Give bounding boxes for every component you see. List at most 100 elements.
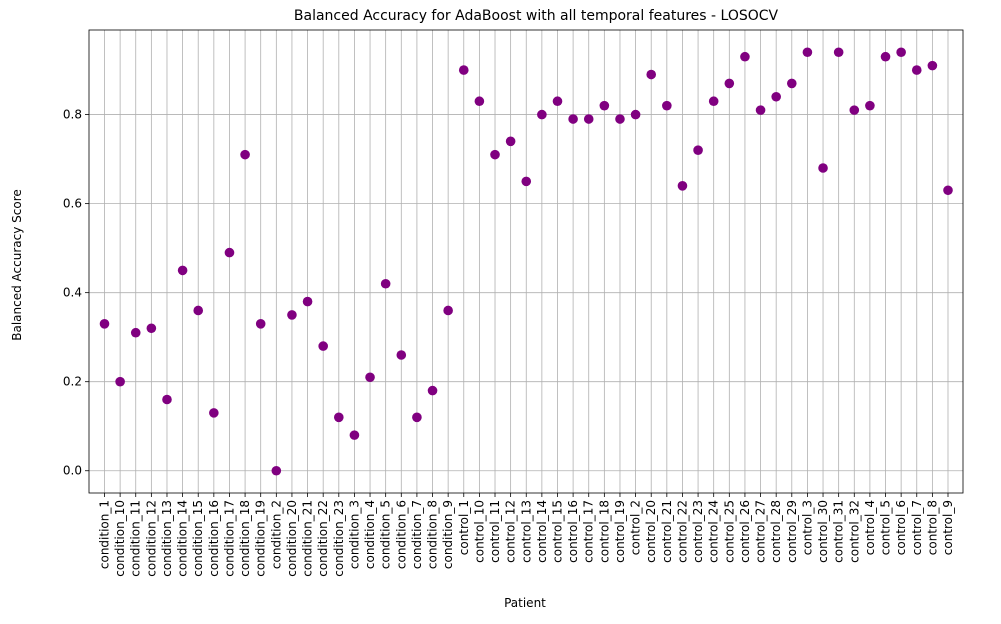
data-point [427,385,438,396]
x-tick-label: condition_17 [222,500,236,577]
data-point [115,376,125,387]
data-point [833,47,844,58]
x-tick-label: control_11 [488,500,502,563]
x-tick-label: condition_12 [144,500,158,577]
x-tick-label: control_10 [472,500,486,563]
x-tick-label: condition_2 [269,500,283,569]
data-points [99,47,953,476]
x-tick-label: condition_22 [316,500,330,577]
data-point [943,185,953,196]
data-point [646,69,657,80]
data-point [412,412,422,423]
y-tick-label: 0.2 [63,375,82,389]
x-tick-label: control_30 [816,500,830,563]
x-tick-label: condition_7 [410,500,424,569]
x-tick-label: control_13 [519,500,533,563]
data-point [318,341,328,351]
data-point [349,430,360,440]
data-point [662,100,672,111]
x-tick-label: condition_3 [347,500,361,569]
x-tick-label: control_27 [754,500,768,563]
data-point [755,105,766,115]
data-point [162,394,172,405]
x-tick-label: control_22 [675,500,689,563]
x-tick-label: control_4 [863,500,877,555]
data-point [302,296,313,307]
data-point [474,96,485,107]
data-point [255,319,266,329]
x-tick-label: control_15 [550,500,564,563]
data-point [927,60,938,71]
x-tick-label: control_24 [707,500,721,563]
x-tick-label: condition_1 [98,500,112,569]
data-point [552,96,563,107]
data-point [521,176,532,187]
data-point [599,100,610,111]
data-point [583,114,594,124]
data-point [458,65,469,75]
x-tick-label: condition_14 [176,500,190,577]
x-tick-label: control_9 [941,500,955,555]
x-tick-label: control_28 [769,500,783,563]
x-tick-label: control_23 [691,500,705,563]
data-point [911,65,922,75]
x-tick-label: control_31 [832,500,846,563]
x-tick-label: condition_18 [238,500,252,577]
data-point [708,96,719,107]
data-point [365,372,375,383]
x-tick-label: control_6 [894,500,908,555]
data-point [896,47,906,58]
data-point [630,109,641,120]
x-tick-label: condition_15 [191,500,205,577]
x-tick-label: control_29 [785,500,799,563]
data-point [146,323,157,334]
data-point [786,78,797,89]
x-tick-label: control_14 [535,500,549,563]
y-axis-label: Balanced Accuracy Score [10,189,24,341]
x-tick-label: control_8 [925,500,939,555]
data-point [209,408,219,418]
x-tick-label: control_26 [738,500,752,563]
data-point [615,114,625,124]
data-point [865,100,875,111]
y-tick-label: 0.6 [63,197,82,211]
x-tick-label: condition_19 [254,500,268,577]
data-point [802,47,813,58]
plot-frame [88,29,964,494]
data-point [693,145,703,156]
x-tick-label: condition_8 [426,500,440,569]
data-point [740,51,750,62]
data-point [880,51,891,62]
x-tick-label: condition_13 [160,500,174,577]
x-tick-label: condition_4 [363,500,377,569]
data-point [271,465,282,476]
grid [89,30,963,493]
x-tick-label: control_3 [800,500,814,555]
x-tick-label: control_12 [504,500,518,563]
data-point [240,149,250,160]
data-point [818,163,828,173]
x-tick-label: control_20 [644,500,658,563]
x-tick-label: condition_10 [113,500,127,577]
x-tick-label: control_7 [910,500,924,555]
x-tick-label: condition_5 [379,500,393,569]
data-point [568,114,578,124]
data-point [396,350,407,360]
data-point [771,91,781,102]
x-tick-label: control_5 [879,500,893,555]
data-point [849,105,860,115]
x-axis-label: Patient [504,596,546,610]
x-tick-label: condition_9 [441,500,455,569]
x-tick-label: control_32 [847,500,861,563]
x-tick-label: condition_6 [394,500,408,569]
data-point [505,136,516,147]
x-tick-label: control_16 [566,500,580,563]
data-point [724,78,735,89]
x-tick-label: condition_23 [332,500,346,577]
x-tick-label: control_1 [457,500,471,555]
x-tick-label: control_17 [582,500,596,563]
x-tick-label: control_19 [613,500,627,563]
